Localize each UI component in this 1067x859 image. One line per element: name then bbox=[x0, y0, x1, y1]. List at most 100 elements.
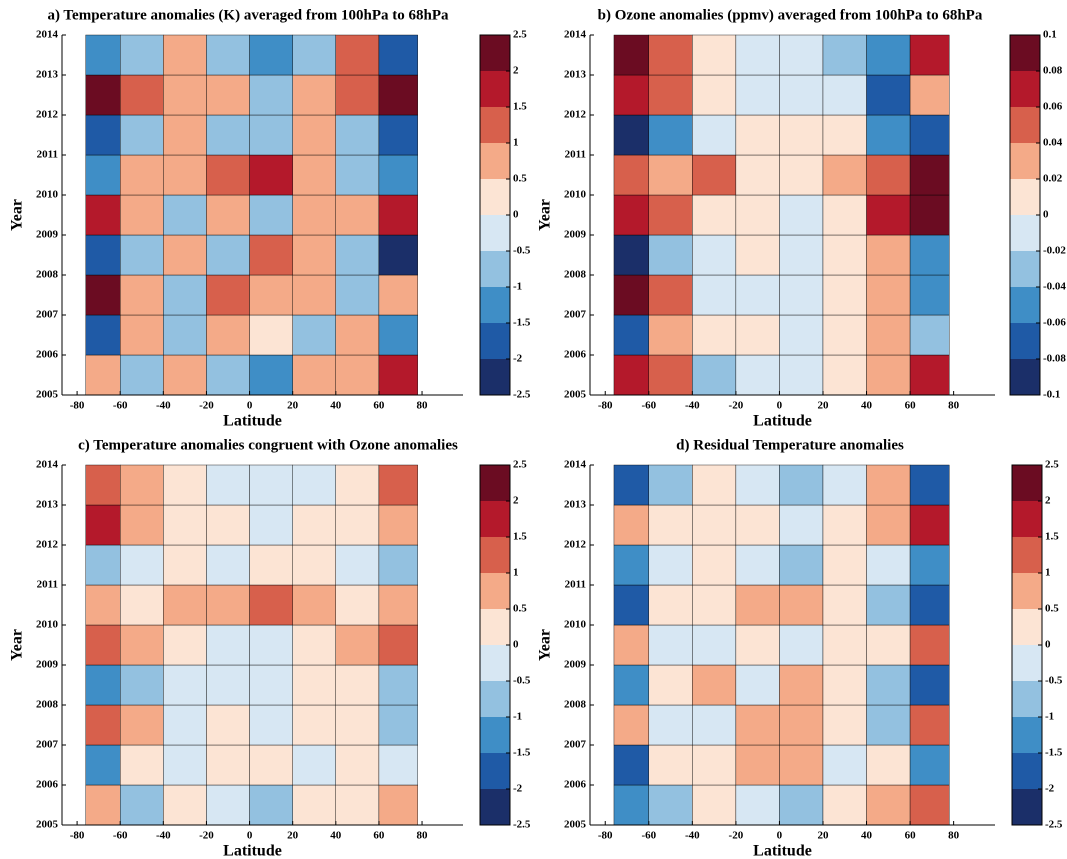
cell bbox=[866, 114, 911, 156]
cell bbox=[206, 154, 250, 196]
cell bbox=[206, 704, 250, 746]
cell bbox=[335, 584, 380, 626]
cell bbox=[648, 664, 693, 706]
cell bbox=[613, 624, 649, 666]
cell bbox=[206, 314, 250, 356]
colorbar-segment bbox=[1012, 681, 1042, 717]
cell bbox=[909, 74, 950, 116]
y-tick-label: 2005 bbox=[564, 819, 587, 831]
cell bbox=[866, 314, 911, 356]
cell bbox=[909, 194, 950, 236]
y-tick-label: 2005 bbox=[564, 389, 587, 401]
cell bbox=[85, 274, 121, 316]
x-tick-label: 0 bbox=[777, 400, 783, 412]
y-tick-label: 2013 bbox=[36, 499, 59, 511]
cell bbox=[613, 154, 649, 196]
colorbar-segment bbox=[480, 323, 510, 359]
x-tick-label: 20 bbox=[817, 400, 829, 412]
cell bbox=[648, 234, 693, 276]
cell bbox=[735, 354, 780, 396]
cell bbox=[692, 704, 737, 746]
y-tick-label: 2012 bbox=[36, 109, 59, 121]
cell bbox=[378, 704, 418, 746]
x-tick-label: -40 bbox=[156, 830, 171, 842]
cell bbox=[613, 504, 649, 546]
cell bbox=[648, 504, 693, 546]
cell bbox=[613, 544, 649, 586]
cell bbox=[822, 314, 867, 356]
cell bbox=[822, 154, 867, 196]
cell bbox=[85, 354, 121, 396]
colorbar-tick-label: -1 bbox=[513, 281, 522, 293]
x-tick-label: 40 bbox=[861, 400, 873, 412]
cell bbox=[822, 504, 867, 546]
cell bbox=[378, 194, 418, 236]
cell bbox=[335, 464, 380, 506]
cell bbox=[613, 34, 649, 76]
cell bbox=[206, 354, 250, 396]
cell bbox=[249, 194, 293, 236]
cell bbox=[292, 354, 337, 396]
cell bbox=[163, 34, 207, 76]
cell bbox=[909, 744, 950, 786]
cell bbox=[249, 234, 293, 276]
colorbar-segment bbox=[480, 573, 510, 609]
x-tick-label: -40 bbox=[685, 400, 700, 412]
cell bbox=[692, 234, 737, 276]
cell bbox=[163, 354, 207, 396]
y-axis-label: Year bbox=[537, 629, 554, 661]
x-tick-label: 80 bbox=[417, 400, 429, 412]
cell bbox=[163, 504, 207, 546]
cell bbox=[648, 314, 693, 356]
cell bbox=[378, 624, 418, 666]
colorbar-tick-label: -0.1 bbox=[1043, 389, 1060, 401]
y-axis-label: Year bbox=[9, 199, 26, 231]
cell bbox=[85, 314, 121, 356]
cell bbox=[866, 544, 911, 586]
colorbar-segment bbox=[1012, 789, 1042, 825]
cell bbox=[378, 274, 418, 316]
y-tick-label: 2008 bbox=[36, 269, 59, 281]
cell bbox=[206, 74, 250, 116]
x-tick-label: 60 bbox=[373, 400, 385, 412]
colorbar-tick-label: 1 bbox=[513, 137, 519, 149]
cell bbox=[648, 274, 693, 316]
cell bbox=[613, 234, 649, 276]
cell bbox=[335, 194, 380, 236]
cell bbox=[692, 784, 737, 826]
cell bbox=[335, 664, 380, 706]
cell bbox=[120, 624, 164, 666]
cell bbox=[648, 354, 693, 396]
cell bbox=[909, 464, 950, 506]
cell bbox=[735, 274, 780, 316]
x-axis-label: Latitude bbox=[753, 843, 812, 859]
y-tick-label: 2007 bbox=[36, 739, 59, 751]
colorbar-segment bbox=[1012, 465, 1042, 501]
colorbar-segment bbox=[1012, 501, 1042, 537]
x-tick-label: -20 bbox=[729, 830, 744, 842]
cell bbox=[335, 114, 380, 156]
colorbar-tick-label: 0.02 bbox=[1043, 173, 1063, 185]
cell bbox=[866, 784, 911, 826]
cell bbox=[692, 464, 737, 506]
cell bbox=[85, 664, 121, 706]
cell bbox=[909, 784, 950, 826]
cell bbox=[866, 34, 911, 76]
cell bbox=[85, 74, 121, 116]
cell bbox=[292, 114, 337, 156]
cell bbox=[909, 624, 950, 666]
colorbar-tick-label: 1 bbox=[513, 567, 519, 579]
cell bbox=[292, 784, 337, 826]
cell bbox=[120, 114, 164, 156]
cell bbox=[692, 114, 737, 156]
cell bbox=[735, 464, 780, 506]
x-axis-label: Latitude bbox=[753, 413, 812, 430]
cell bbox=[866, 704, 911, 746]
cell bbox=[648, 194, 693, 236]
cell bbox=[648, 624, 693, 666]
colorbar-tick-label: 0 bbox=[1045, 639, 1051, 651]
cell bbox=[779, 274, 824, 316]
cell bbox=[822, 624, 867, 666]
cell bbox=[163, 74, 207, 116]
cell bbox=[613, 744, 649, 786]
